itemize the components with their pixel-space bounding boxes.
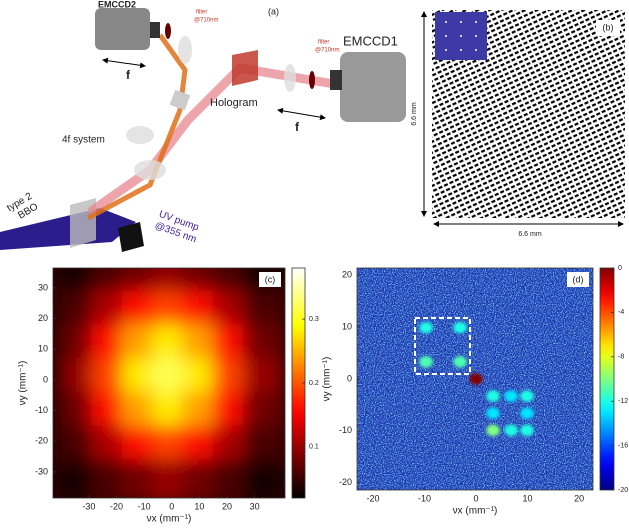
label: f <box>295 120 300 134</box>
colorbar-tick-label: 0 <box>618 265 622 272</box>
label: filter <box>196 10 207 16</box>
x-tick-label: 10 <box>194 501 204 511</box>
spot <box>520 425 533 436</box>
label: filter <box>318 40 329 46</box>
filter <box>165 23 171 39</box>
y-tick-label: -10 <box>339 425 352 435</box>
x-tick-label: 30 <box>250 501 260 511</box>
y-tick-label: -10 <box>35 405 48 415</box>
colorbar-tick-label: 0.2 <box>309 380 319 387</box>
y-tick-label: -20 <box>35 436 48 446</box>
spot <box>520 408 533 419</box>
spot <box>504 390 517 401</box>
focal-arrow <box>103 60 145 66</box>
spot <box>504 425 517 436</box>
setup-diagram: (a) EMCCD2 filter @710nm f filter @710nm… <box>0 0 406 252</box>
colorbar-tick-label: -20 <box>618 487 628 494</box>
x-tick-label: 20 <box>574 493 584 503</box>
x-tick-label: 20 <box>222 501 232 511</box>
heatmap-cell <box>243 459 282 503</box>
y-axis-label: νy (mm⁻¹) <box>322 357 333 402</box>
panel-label: (d) <box>573 274 584 284</box>
focal-arrow <box>278 110 325 118</box>
x-axis-label: νx (mm⁻¹) <box>453 506 498 517</box>
x-tick-label: 10 <box>523 493 533 503</box>
lens <box>134 160 166 180</box>
spot <box>453 356 466 367</box>
mirror <box>170 90 191 111</box>
x-tick-label: -20 <box>110 501 123 511</box>
plot-area <box>53 257 285 503</box>
panel-label: (c) <box>265 274 276 284</box>
x-tick-label: -10 <box>418 493 431 503</box>
label: f <box>126 68 131 82</box>
y-axis-label: νy (mm⁻¹) <box>18 361 29 406</box>
spot <box>469 373 482 384</box>
colorbar-tick-label: -8 <box>618 354 624 361</box>
lens <box>126 126 154 144</box>
camera-lens <box>330 70 342 90</box>
label: @710nm <box>315 48 339 54</box>
label: Hologram <box>210 97 258 109</box>
y-tick-label: 20 <box>342 270 352 280</box>
camera <box>95 8 150 50</box>
y-tick-label: 10 <box>38 344 48 354</box>
lens <box>178 36 192 64</box>
x-axis-label: νx (mm⁻¹) <box>147 514 192 525</box>
colorbar-tick-label: -4 <box>618 309 624 316</box>
spot <box>453 322 466 333</box>
panel-label: (a) <box>268 6 279 16</box>
heatmap <box>61 257 283 503</box>
label: EMCCD2 <box>98 0 136 9</box>
camera-lens <box>150 22 160 38</box>
x-tick-label: 0 <box>169 501 174 511</box>
panel-label: (b) <box>603 22 614 32</box>
y-tick-label: 0 <box>43 374 48 384</box>
x-tick-label: -30 <box>82 501 95 511</box>
dimension-label: 6.6 mm <box>411 102 418 126</box>
hologram-slm <box>232 50 258 86</box>
spot <box>486 390 499 401</box>
colorbar-tick-label: -16 <box>618 442 628 449</box>
spot <box>520 390 533 401</box>
spot <box>486 408 499 419</box>
filter <box>309 71 315 89</box>
y-tick-label: -30 <box>35 466 48 476</box>
label: 4f system <box>62 135 105 146</box>
x-tick-label: -20 <box>366 493 379 503</box>
plot-area <box>357 268 593 490</box>
signal-beam <box>90 68 340 212</box>
dimension-label: 6.6 mm <box>518 231 542 238</box>
label: @710nm <box>194 18 218 24</box>
colorbar <box>600 268 614 490</box>
colorbar-tick-label: 0.3 <box>309 316 319 323</box>
y-tick-label: 20 <box>38 313 48 323</box>
y-tick-label: 0 <box>347 373 352 383</box>
y-tick-label: 30 <box>38 282 48 292</box>
figure: (a) EMCCD2 filter @710nm f filter @710nm… <box>0 0 629 529</box>
spot <box>486 425 499 436</box>
colorbar-tick-label: -12 <box>618 398 628 405</box>
x-tick-label: 0 <box>474 493 479 503</box>
camera <box>340 52 406 122</box>
x-tick-label: -10 <box>138 501 151 511</box>
lens <box>284 64 296 92</box>
y-tick-label: 10 <box>342 322 352 332</box>
hologram-panel: (b) 6.6 mm 6.6 mm <box>411 10 625 238</box>
colorbar-tick-label: 0.1 <box>309 444 319 451</box>
spot <box>419 322 432 333</box>
y-tick-label: -20 <box>339 477 352 487</box>
spot <box>419 356 432 367</box>
label: EMCCD1 <box>343 33 398 48</box>
